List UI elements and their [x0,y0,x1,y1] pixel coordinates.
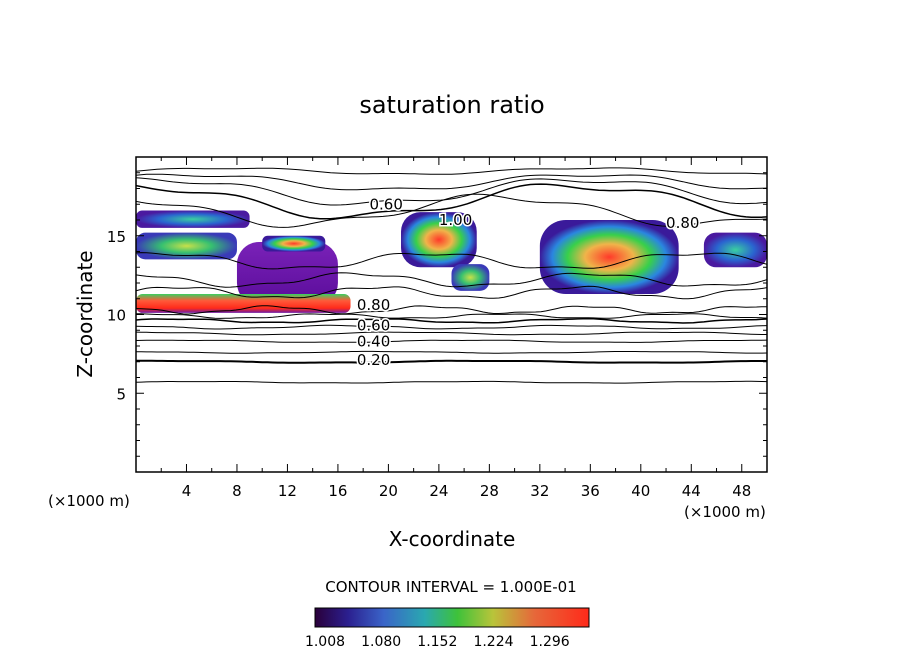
contour-line [136,324,767,330]
contour-line [136,272,767,288]
shaded-region [539,220,679,295]
contour-line [136,305,767,315]
contour-labels: 0.200.400.600.800.600.801.00 [355,194,701,371]
contour-label: 0.20 [357,351,390,369]
contour-line [136,285,767,300]
x-tick-label: 8 [232,482,242,500]
colorbar [314,607,590,628]
contour-label: 0.60 [369,195,402,213]
contour-line [136,167,767,175]
contour-line [136,339,767,343]
x-tick-label: 36 [581,482,600,500]
shaded-region [136,210,250,228]
contour-line [136,177,767,206]
contour-label: 0.80 [357,296,390,314]
x-tick-label: 48 [732,482,751,500]
contour-interval-text: CONTOUR INTERVAL = 1.000E-01 [325,578,576,596]
x-tick-label: 32 [530,482,549,500]
contour-label: 0.80 [666,214,699,232]
x-tick-label: 16 [328,482,347,500]
contour-line [136,183,767,220]
shaded-region [136,232,237,260]
colorbar-tick-label: 1.008 [305,634,345,650]
x-tick-label: 24 [429,482,448,500]
x-unit-right: (×1000 m) [684,503,766,521]
colorbar-tick-label: 1.152 [417,634,457,650]
contour-line [136,313,767,319]
shaded-region [236,242,338,306]
plot-area [136,167,767,384]
contour-line [136,331,767,336]
contour-line [136,359,767,364]
contour-line [136,193,767,228]
contour-line [136,380,767,384]
x-tick-label: 12 [278,482,297,500]
x-axis-label: X-coordinate [389,527,516,551]
colorbar-tick-label: 1.296 [530,634,570,650]
shaded-regions [136,210,767,313]
contour-line [136,350,767,354]
x-tick-label: 20 [379,482,398,500]
chart-title: saturation ratio [359,91,544,119]
contour-lines [136,167,767,384]
contour-line [136,317,767,324]
x-unit-left: (×1000 m) [48,492,130,510]
shaded-region [401,212,477,268]
x-tick-label: 4 [182,482,192,500]
shaded-region [703,232,767,268]
x-tick-label: 40 [631,482,650,500]
colorbar-ticks: 1.008 1.080 1.152 1.224 1.296 [305,634,570,650]
shaded-region [262,235,326,252]
x-axis: 4 8 12 16 20 24 28 32 36 40 44 48 [160,157,751,500]
contour-label: 0.40 [357,332,390,350]
y-tick-label: 5 [116,385,126,403]
contour-label: 1.00 [439,211,472,229]
y-tick-label: 10 [107,307,126,325]
contour-line [136,252,767,270]
x-tick-label: 44 [682,482,701,500]
contour-label: 0.60 [357,317,390,335]
y-tick-label: 15 [107,228,126,246]
y-axis: 5 10 15 [107,172,767,457]
x-tick-label: 28 [480,482,499,500]
colorbar-tick-label: 1.080 [361,634,401,650]
contour-line [136,173,767,191]
colorbar-tick-label: 1.224 [473,634,513,650]
y-axis-label: Z-coordinate [73,250,97,377]
